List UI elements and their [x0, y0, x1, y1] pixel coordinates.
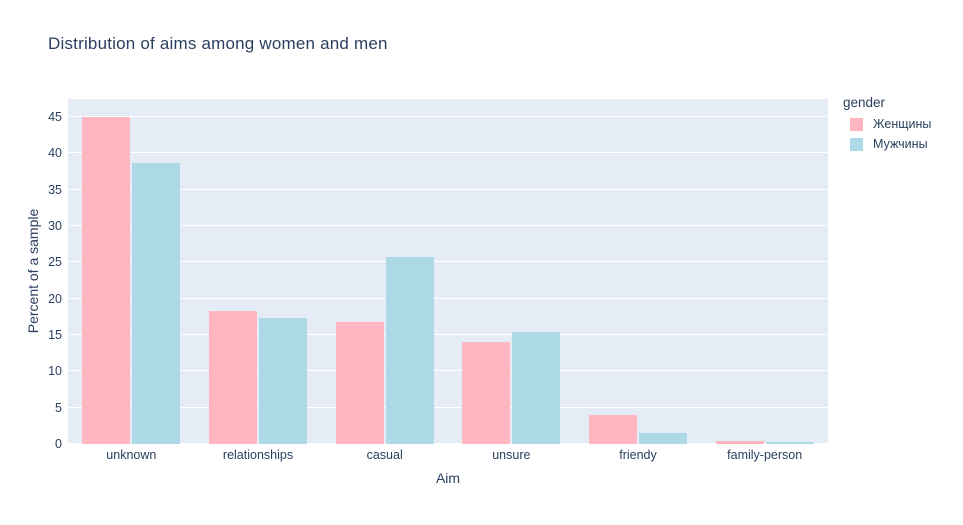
- legend-swatch-icon: [850, 117, 863, 131]
- bar-relationships-men[interactable]: [259, 318, 307, 444]
- x-tick-label-unsure: unsure: [492, 448, 531, 462]
- legend-swatch-icon: [850, 137, 863, 151]
- legend-label: Мужчины: [873, 137, 928, 151]
- gridline: [68, 116, 828, 118]
- legend-title: gender: [843, 95, 886, 110]
- y-tick-label: 20: [48, 291, 62, 306]
- y-tick-label: 15: [48, 328, 62, 343]
- bar-unsure-women[interactable]: [462, 341, 511, 444]
- gridline: [68, 334, 828, 336]
- x-axis-title: Aim: [435, 470, 461, 486]
- y-tick-label: 25: [48, 255, 62, 270]
- y-tick-label: 30: [48, 219, 62, 234]
- gridline: [68, 297, 828, 299]
- bar-friendy-men[interactable]: [639, 433, 687, 444]
- gridline: [68, 261, 828, 263]
- x-tick-label-relationships: relationships: [222, 448, 294, 462]
- bar-friendy-women[interactable]: [589, 414, 637, 444]
- bar-family-person-women[interactable]: [715, 441, 764, 444]
- plot-area: [68, 99, 828, 444]
- y-tick-label: 10: [48, 364, 62, 379]
- bar-casual-men[interactable]: [385, 256, 434, 444]
- y-tick-label: 45: [48, 110, 62, 125]
- legend-item-women[interactable]: Женщины: [843, 117, 931, 131]
- bar-relationships-women[interactable]: [209, 311, 257, 444]
- bar-unknown-men[interactable]: [132, 162, 181, 444]
- gridline: [68, 370, 828, 372]
- bar-unknown-women[interactable]: [82, 117, 131, 444]
- legend-label: Женщины: [873, 117, 932, 131]
- y-tick-label: 5: [55, 400, 62, 415]
- gridline: [68, 152, 828, 154]
- legend-item-men[interactable]: Мужчины: [843, 137, 931, 151]
- legend-items: Женщины Мужчины: [843, 117, 931, 151]
- x-tick-label-casual: casual: [366, 448, 403, 462]
- y-tick-label: 40: [48, 146, 62, 161]
- chart-title: Distribution of aims among women and men: [48, 34, 388, 53]
- gridline: [68, 443, 828, 444]
- bar-casual-women[interactable]: [335, 321, 384, 444]
- gridline: [68, 406, 828, 408]
- x-tick-label-family-person: family-person: [727, 448, 803, 462]
- x-tick-label-unknown: unknown: [106, 448, 157, 462]
- y-tick-label: 0: [55, 437, 62, 451]
- x-tick-label-friendy: friendy: [619, 448, 657, 462]
- y-tick-label: 35: [48, 182, 62, 197]
- bar-family-person-men[interactable]: [765, 441, 814, 444]
- legend: gender Женщины Мужчины: [843, 95, 931, 157]
- gridline: [68, 225, 828, 227]
- bar-unsure-men[interactable]: [512, 332, 561, 444]
- gridline: [68, 188, 828, 190]
